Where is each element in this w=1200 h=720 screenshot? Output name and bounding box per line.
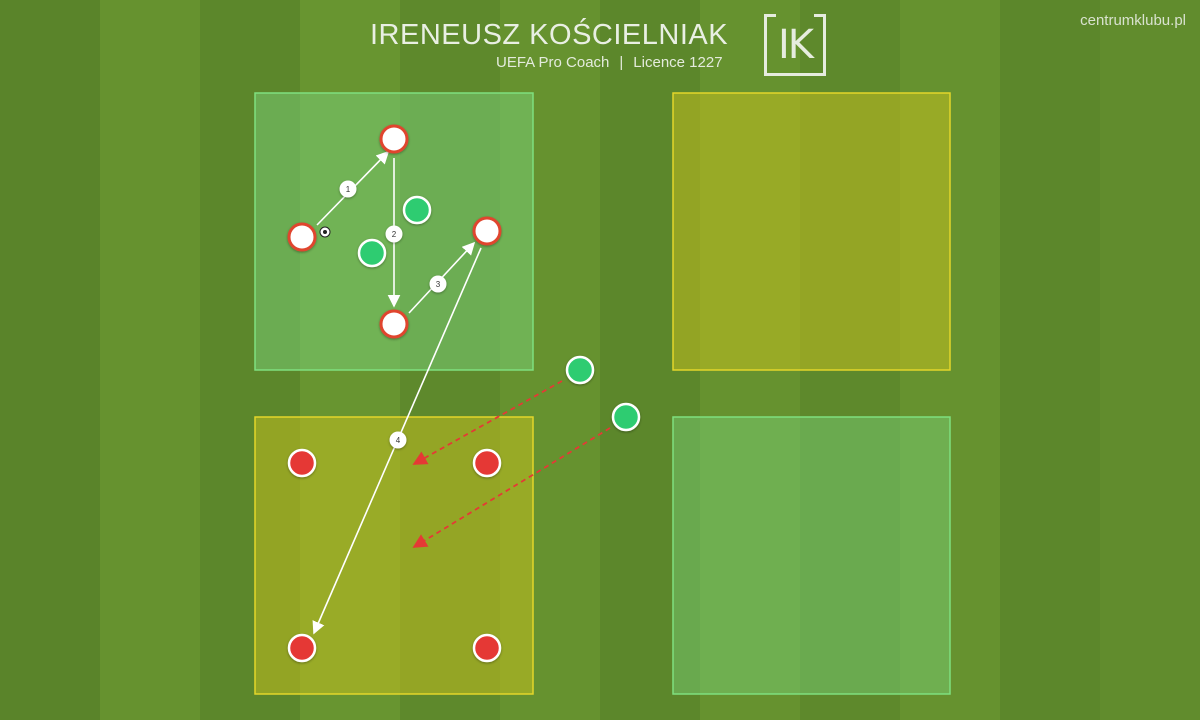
- attacker-3: [472, 216, 502, 246]
- run-1: [412, 380, 563, 465]
- pass-2-label: 2: [392, 230, 397, 239]
- target-2: [472, 448, 502, 478]
- target-3: [287, 633, 317, 663]
- pass-4-badge: 4: [389, 431, 407, 449]
- pass-1-label: 1: [346, 185, 351, 194]
- zone-bottom-right: [672, 416, 951, 695]
- coach-name: IRENEUSZ KOŚCIELNIAK: [370, 19, 729, 51]
- ball-icon: [319, 226, 331, 238]
- defender-2: [357, 238, 387, 268]
- coach-subtitle: UEFA Pro Coach | Licence 1227: [496, 54, 723, 71]
- coach-role: UEFA Pro Coach: [496, 54, 610, 71]
- pass-3-label: 3: [436, 280, 441, 289]
- site-url[interactable]: centrumklubu.pl: [1080, 12, 1186, 29]
- zone-top-right: [672, 92, 951, 371]
- coach-licence: Licence 1227: [633, 54, 723, 71]
- ik-logo: IK: [764, 14, 826, 76]
- attacker-4: [379, 309, 409, 339]
- defender-3: [565, 355, 595, 385]
- target-4: [472, 633, 502, 663]
- defender-4: [611, 402, 641, 432]
- logo-text: IK: [777, 22, 814, 68]
- attacker-2: [287, 222, 317, 252]
- subtitle-separator: |: [619, 54, 624, 71]
- pass-3-badge: 3: [429, 275, 447, 293]
- pass-1-badge: 1: [339, 180, 357, 198]
- attacker-1: [379, 124, 409, 154]
- run-2: [412, 427, 611, 548]
- logo-frame-left: [764, 14, 776, 17]
- defender-1: [402, 195, 432, 225]
- pass-4-label: 4: [396, 436, 401, 445]
- coach-header: IRENEUSZ KOŚCIELNIAK UEFA Pro Coach | Lice…: [370, 18, 729, 71]
- logo-frame-right: [814, 14, 826, 17]
- target-1: [287, 448, 317, 478]
- pass-2-badge: 2: [385, 225, 403, 243]
